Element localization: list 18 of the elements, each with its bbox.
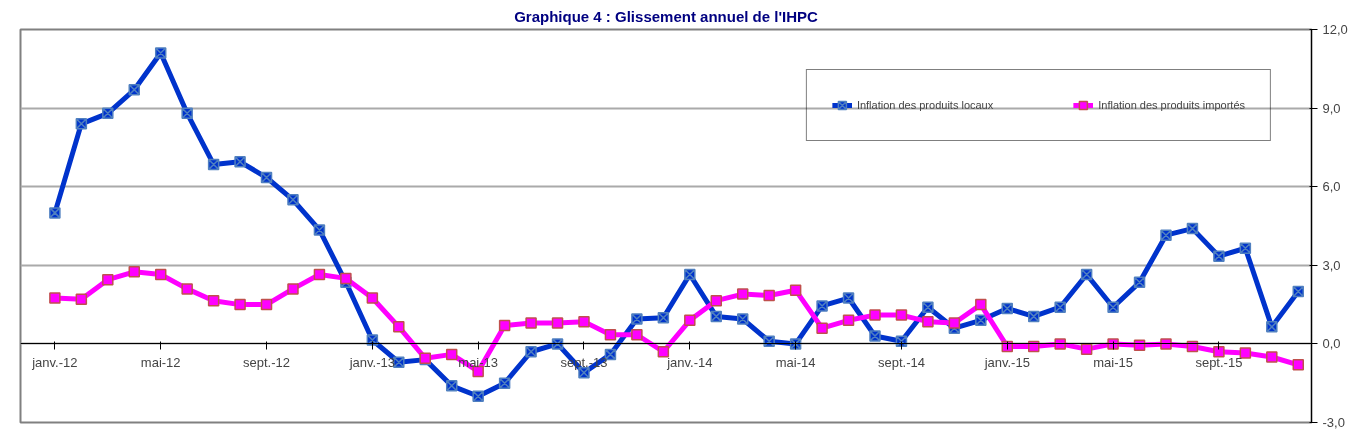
legend-label: Inflation des produits importés <box>1098 99 1245 111</box>
x-tick-label: janv.-12 <box>31 354 78 370</box>
y-tick-label: 6,0 <box>1322 179 1341 195</box>
x-tick-label: sept.-15 <box>1195 354 1243 370</box>
x-tick-label: sept.-12 <box>243 354 291 370</box>
x-tick-label: mai-15 <box>1093 354 1133 370</box>
x-tick-label: mai-14 <box>775 354 816 370</box>
x-tick-label: mai-12 <box>140 354 181 370</box>
y-tick-label: -3,0 <box>1322 415 1345 430</box>
legend-label: Inflation des produits locaux <box>856 99 994 111</box>
x-tick-label: janv.-15 <box>983 354 1030 370</box>
y-tick-label: 9,0 <box>1322 100 1341 116</box>
x-tick-label: janv.-14 <box>666 354 713 370</box>
y-tick-label: 0,0 <box>1322 336 1341 352</box>
chart-title: Graphique 4 : Glissement annuel de l'IHPC <box>514 7 818 25</box>
y-tick-label: 12,0 <box>1322 22 1348 37</box>
x-tick-label: sept.-14 <box>877 354 925 370</box>
y-tick-label: 3,0 <box>1322 257 1341 273</box>
